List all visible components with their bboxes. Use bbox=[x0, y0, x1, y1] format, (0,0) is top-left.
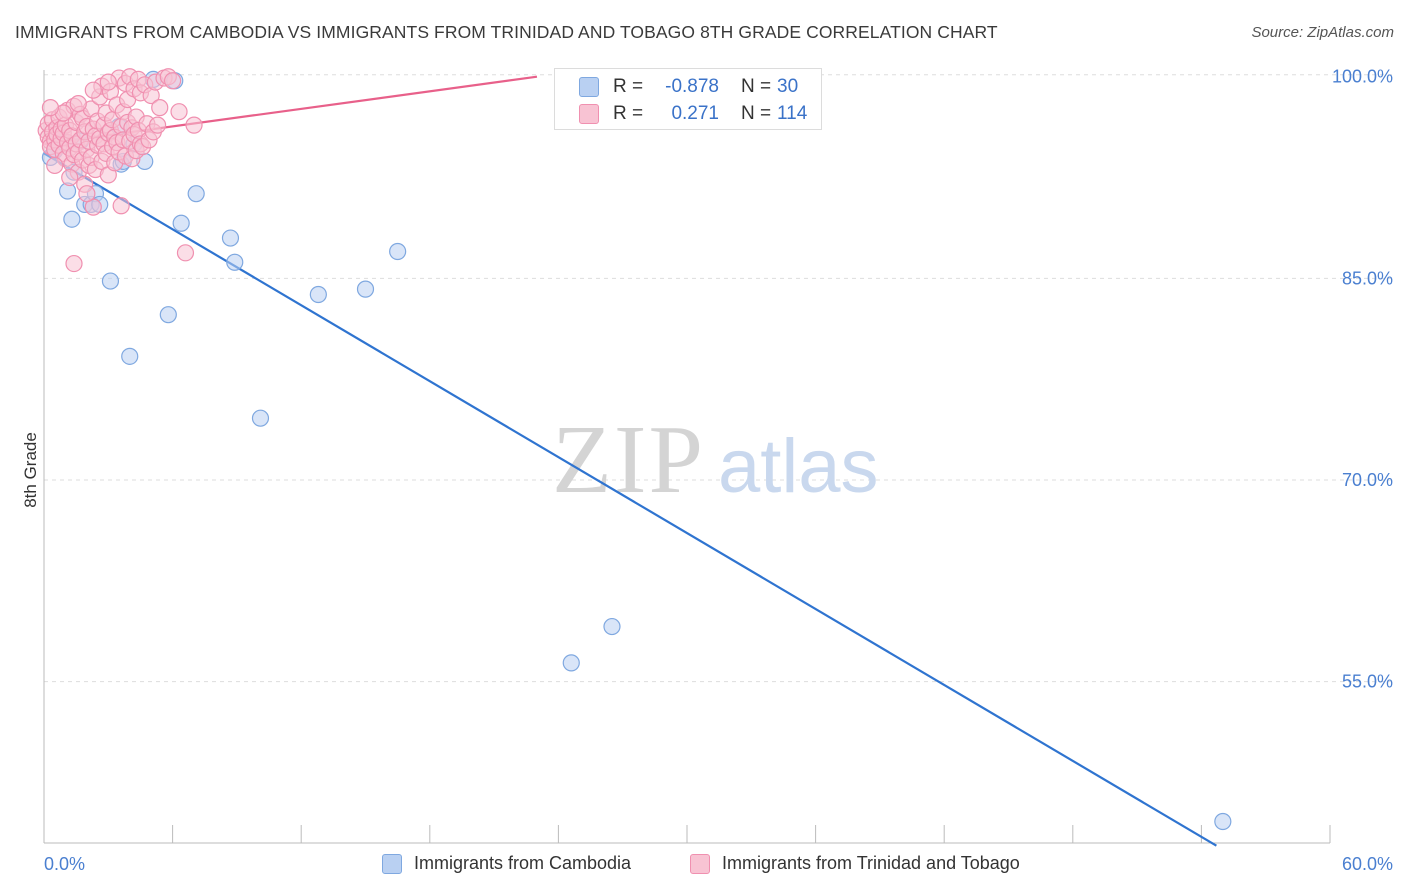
watermark: ZIP atlas bbox=[552, 406, 879, 514]
point-cambodia bbox=[63, 210, 81, 228]
legend-item-cambodia[interactable]: Immigrants from Cambodia bbox=[382, 853, 631, 874]
point-cambodia bbox=[1214, 812, 1232, 831]
n-label: N = bbox=[741, 103, 772, 124]
point-trinidad bbox=[65, 254, 83, 273]
point-trinidad bbox=[46, 156, 64, 175]
point-trinidad bbox=[151, 99, 169, 117]
point-cambodia bbox=[221, 229, 240, 247]
n-label: N = bbox=[741, 76, 772, 97]
n-value-trinidad: 114 bbox=[777, 103, 808, 124]
trend-line-cambodia bbox=[43, 152, 1217, 847]
x-tick-label-max: 60.0% bbox=[1342, 854, 1393, 874]
point-trinidad bbox=[176, 244, 195, 262]
point-trinidad bbox=[61, 168, 79, 187]
point-cambodia bbox=[226, 253, 244, 271]
y-tick-label: 55.0% bbox=[1342, 672, 1393, 692]
r-value-trinidad: 0.271 bbox=[671, 103, 719, 124]
x-tick-label-min: 0.0% bbox=[44, 854, 85, 874]
grid-lines bbox=[44, 74, 1392, 683]
axes bbox=[43, 70, 1331, 844]
point-cambodia bbox=[187, 185, 205, 203]
point-cambodia bbox=[562, 654, 580, 672]
point-cambodia bbox=[121, 347, 139, 365]
point-cambodia bbox=[172, 214, 190, 232]
point-cambodia bbox=[309, 285, 327, 304]
point-cambodia bbox=[159, 306, 177, 324]
trinidad-swatch bbox=[690, 853, 710, 874]
point-trinidad bbox=[170, 103, 188, 121]
stats-row-cambodia: R = -0.878 N = 30 bbox=[579, 75, 798, 99]
y-tick-label: 85.0% bbox=[1342, 268, 1393, 288]
y-tick-label: 70.0% bbox=[1342, 470, 1393, 490]
point-trinidad bbox=[69, 95, 87, 113]
point-cambodia bbox=[603, 617, 621, 636]
r-value-cambodia: -0.878 bbox=[665, 76, 719, 97]
legend-label-trinidad: Immigrants from Trinidad and Tobago bbox=[722, 853, 1020, 873]
r-label: R = bbox=[613, 76, 644, 97]
point-trinidad bbox=[148, 116, 167, 134]
r-label: R = bbox=[613, 103, 644, 124]
legend-item-trinidad[interactable]: Immigrants from Trinidad and Tobago bbox=[690, 853, 1020, 874]
point-cambodia bbox=[251, 409, 270, 427]
n-value-cambodia: 30 bbox=[777, 76, 799, 97]
legend-label-cambodia: Immigrants from Cambodia bbox=[414, 853, 632, 873]
point-cambodia bbox=[101, 272, 120, 290]
watermark-zip: ZIP bbox=[552, 406, 705, 514]
watermark-atlas: atlas bbox=[718, 424, 879, 509]
source-credit: Source: ZipAtlas.com bbox=[1251, 24, 1394, 41]
point-cambodia bbox=[356, 280, 375, 298]
point-trinidad bbox=[84, 81, 102, 99]
y-tick-label: 100.0% bbox=[1332, 67, 1393, 87]
point-trinidad bbox=[164, 72, 182, 90]
point-trinidad bbox=[41, 99, 60, 117]
point-trinidad bbox=[112, 197, 130, 215]
point-trinidad bbox=[185, 116, 203, 134]
point-trinidad bbox=[99, 73, 117, 91]
stats-legend-box: R = -0.878 N = 30 R = 0.271 N = 114 bbox=[554, 68, 822, 130]
cambodia-swatch bbox=[579, 77, 599, 97]
y-axis-title: 8th Grade bbox=[21, 432, 40, 508]
tick-labels: 100.0% 85.0% 70.0% 55.0% 0.0% 60.0% bbox=[44, 67, 1393, 874]
point-trinidad bbox=[78, 185, 96, 203]
trinidad-swatch bbox=[579, 104, 599, 124]
stats-row-trinidad: R = 0.271 N = 114 bbox=[579, 102, 807, 126]
cambodia-swatch bbox=[382, 853, 402, 874]
point-cambodia bbox=[389, 242, 407, 261]
data-points bbox=[37, 68, 1232, 831]
chart-title: IMMIGRANTS FROM CAMBODIA VS IMMIGRANTS F… bbox=[15, 22, 998, 42]
